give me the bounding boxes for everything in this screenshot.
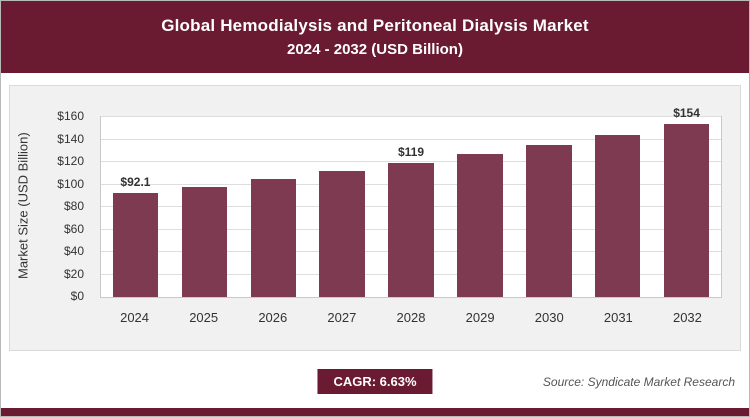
bar-slot: $92.1: [101, 117, 170, 297]
bar: [526, 144, 572, 297]
y-tick-label: $0: [70, 289, 84, 303]
bar-slot: [239, 117, 308, 297]
bar-slot: [514, 117, 583, 297]
bar: [250, 179, 296, 297]
x-tick-label: 2032: [672, 310, 702, 325]
bar: [594, 134, 641, 297]
x-tick-label: 2031: [603, 310, 633, 325]
y-tick-label: $100: [57, 176, 84, 191]
y-tick-label: $80: [63, 199, 84, 213]
gridline: [101, 116, 721, 117]
chart-title-line1: Global Hemodialysis and Peritoneal Dialy…: [161, 16, 589, 35]
y-tick-label: $20: [63, 266, 84, 281]
bar-slot: [445, 117, 514, 297]
bar: [319, 171, 365, 297]
bar: [181, 186, 228, 297]
chart-title-banner: Global Hemodialysis and Peritoneal Dialy…: [1, 1, 749, 73]
source-caption: Source: Syndicate Market Research: [542, 375, 735, 389]
bar: [112, 193, 159, 297]
bar-slot: $154: [652, 106, 721, 297]
x-axis-labels: 2024 2025 2026 2027 2028 2029 2030 2031 2032: [100, 306, 722, 325]
y-axis-title: Market Size (USD Billion): [15, 132, 31, 280]
y-tick-label: $120: [57, 154, 84, 168]
bar-value-label: $119: [397, 145, 425, 160]
gridline: [101, 161, 721, 162]
chart-panel: Market Size (USD Billion) $0 $20 $40 $60 $80…: [9, 85, 741, 351]
x-tick-label: 2024: [120, 310, 150, 325]
y-axis-ticks: $0 $20 $40 $60 $80 $100 $120 $140 $160: [36, 109, 92, 303]
y-tick-label: $140: [57, 131, 84, 146]
bar-slot: [583, 117, 652, 297]
bar: [388, 163, 434, 297]
gridline: [101, 138, 721, 140]
x-tick-label: 2028: [396, 310, 426, 325]
y-tick-label: $160: [57, 109, 84, 123]
y-tick-label: $40: [63, 244, 84, 258]
x-tick-label: 2030: [534, 310, 564, 325]
bar-value-label: $92.1: [120, 175, 151, 190]
bar-slot: [308, 117, 377, 297]
bar-slot: $119: [377, 117, 446, 297]
bottom-accent-strip: [1, 408, 749, 416]
x-tick-label: 2025: [189, 310, 219, 325]
bar: [457, 154, 503, 297]
bar-slot: [170, 117, 239, 297]
bars-container: $92.1 $119 $154: [101, 106, 721, 297]
y-tick-label: $60: [63, 221, 84, 236]
x-tick-label: 2027: [327, 310, 357, 325]
bar: [663, 123, 710, 297]
bar-value-label: $154: [673, 105, 700, 120]
cagr-badge: CAGR: 6.63%: [317, 369, 433, 394]
x-tick-label: 2026: [258, 310, 288, 325]
chart-title-line2: 2024 - 2032 (USD Billion): [287, 41, 463, 58]
x-tick-label: 2029: [465, 310, 495, 325]
plot-area: $92.1 $119 $154: [100, 106, 722, 298]
